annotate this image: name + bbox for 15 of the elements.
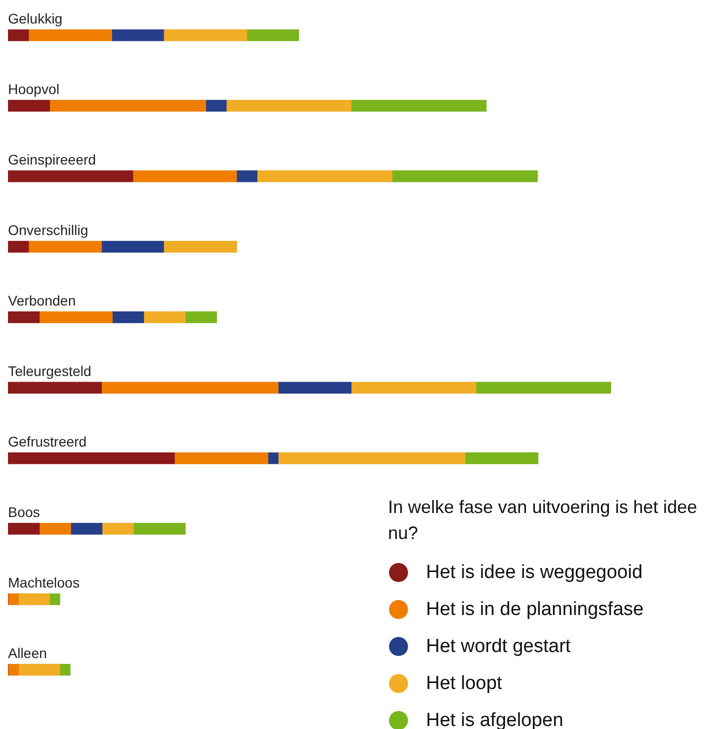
y-tick-label: Hoopvol <box>8 80 60 97</box>
y-tick-label: Verbonden <box>8 292 76 308</box>
y-tick-label: Teleurgesteld <box>8 362 92 379</box>
legend-title: In welke fase van uitvoering is het idee nu? <box>388 496 698 545</box>
legend-label: Het wordt gestart <box>426 636 571 658</box>
legend-label: Het is in de planningsfase <box>426 598 644 620</box>
y-tick-label: Onverschillig <box>8 222 88 238</box>
y-tick-label: Alleen <box>8 644 47 661</box>
legend-label: Het loopt <box>426 672 502 694</box>
legend-label: Het is idee is weggegooid <box>426 562 643 584</box>
y-tick-label: Boos <box>8 504 40 520</box>
y-tick-label: Machteloos <box>8 574 80 590</box>
y-tick-label: Gelukkig <box>8 10 62 26</box>
y-tick-label: Geinspireeerd <box>8 151 96 168</box>
y-tick-label: Gefrustreerd <box>8 433 87 450</box>
